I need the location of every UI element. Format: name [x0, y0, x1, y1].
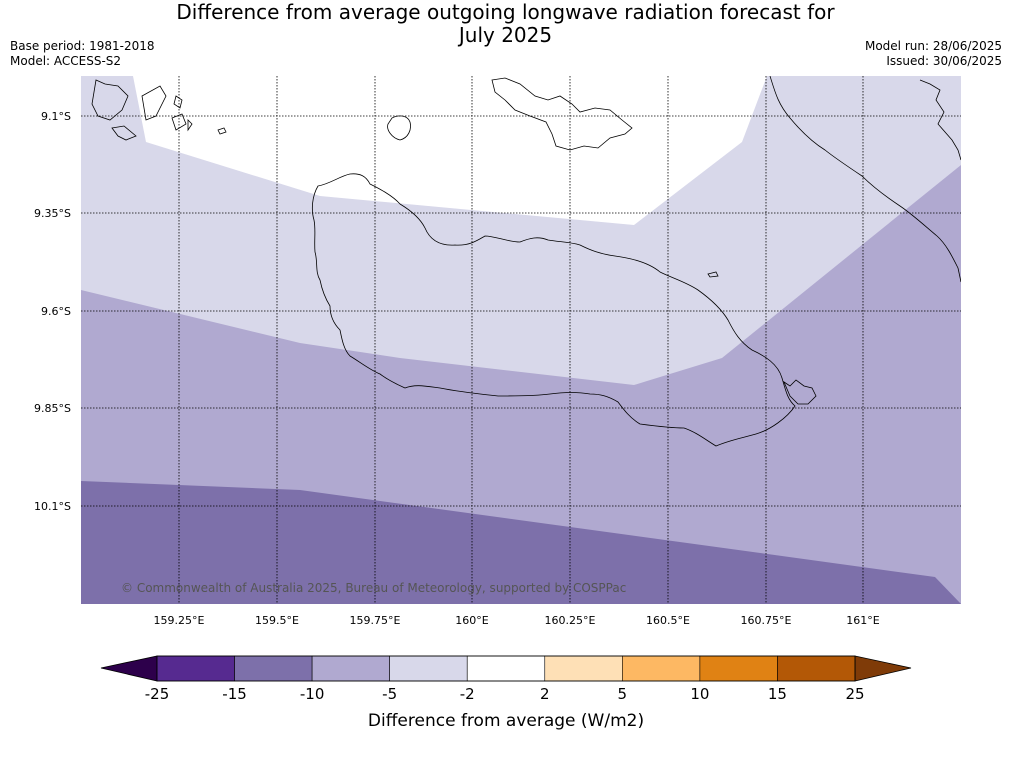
lon-label: 160.5°E — [646, 614, 690, 627]
colorbar-segment — [622, 655, 701, 682]
colorbar-segment — [311, 655, 390, 682]
coastlines — [91, 76, 961, 447]
colorbar-tick-label: -10 — [300, 685, 325, 703]
graticule — [81, 76, 961, 604]
lat-label: 9.85°S — [34, 402, 71, 415]
russell-islands-coastline — [91, 79, 227, 141]
colorbar-under-arrow — [100, 655, 158, 682]
title-line-2: July 2025 — [458, 23, 553, 47]
small-islet-coastline — [707, 271, 719, 278]
colorbar-segment — [234, 655, 313, 682]
colorbar-label: Difference from average (W/m2) — [368, 711, 644, 731]
colorbar-segment — [466, 655, 546, 682]
marau-islets-coastline — [783, 379, 817, 405]
map-area: © Commonwealth of Australia 2025, Bureau… — [81, 76, 961, 604]
lon-label: 159.75°E — [350, 614, 401, 627]
map-title: Difference from average outgoing longwav… — [0, 1, 1011, 47]
lon-label: 161°E — [846, 614, 879, 627]
band-neg2-pos2 — [133, 76, 767, 225]
colorbar-ticks: -25 -15 -10 -5 -2 2 5 10 15 25 — [145, 685, 865, 703]
meta-left: Base period: 1981-2018 Model: ACCESS-S2 — [10, 39, 155, 69]
colorbar-segment — [699, 655, 778, 682]
lon-label: 160°E — [455, 614, 488, 627]
colorbar-tick-label: 10 — [690, 685, 709, 703]
colorbar-segment — [777, 655, 856, 682]
lon-label: 159.5°E — [255, 614, 299, 627]
meta-right: Model run: 28/06/2025 Issued: 30/06/2025 — [865, 39, 1002, 69]
malaita-coastline — [769, 76, 961, 283]
issued-date: Issued: 30/06/2025 — [886, 54, 1002, 68]
lat-label: 10.1°S — [34, 500, 71, 513]
north-coast-islets — [919, 79, 961, 161]
lat-label: 9.6°S — [41, 305, 71, 318]
colorbar-tick-label: 5 — [618, 685, 628, 703]
model-name: Model: ACCESS-S2 — [10, 54, 122, 68]
savo-island-coastline — [387, 115, 411, 141]
colorbar-tick-label: -25 — [145, 685, 170, 703]
colorbar-tick-label: -2 — [460, 685, 475, 703]
lon-label: 160.75°E — [741, 614, 792, 627]
guadalcanal-coastline — [311, 173, 796, 447]
lon-labels: 159.25°E 159.5°E 159.75°E 160°E 160.25°E… — [154, 614, 880, 627]
model-run: Model run: 28/06/2025 — [864, 39, 1002, 53]
colorbar-segments — [156, 655, 856, 682]
colorbar-segment — [156, 655, 235, 682]
colorbar-segment — [389, 655, 468, 682]
lat-labels: 9.1°S 9.35°S 9.6°S 9.85°S 10.1°S — [34, 110, 71, 513]
colorbar-tick-label: -5 — [382, 685, 397, 703]
base-period: Base period: 1981-2018 — [10, 39, 155, 53]
colorbar-segment — [544, 655, 623, 682]
colorbar-tick-label: 25 — [845, 685, 864, 703]
lat-label: 9.35°S — [34, 207, 71, 220]
colorbar-tick-label: 15 — [768, 685, 787, 703]
copyright-notice: © Commonwealth of Australia 2025, Bureau… — [121, 581, 626, 595]
colorbar-over-arrow — [854, 655, 912, 682]
florida-islands-coastline — [491, 77, 633, 151]
colorbar-frame — [156, 655, 856, 682]
colorbar-tick-label: 2 — [540, 685, 550, 703]
title-line-1: Difference from average outgoing longwav… — [176, 0, 835, 24]
colorbar: -25 -15 -10 -5 -2 2 5 10 15 25 Difference from av… — [100, 655, 912, 731]
lat-label: 9.1°S — [41, 110, 71, 123]
lon-label: 159.25°E — [154, 614, 205, 627]
colorbar-tick-label: -15 — [222, 685, 247, 703]
lon-label: 160.25°E — [545, 614, 596, 627]
